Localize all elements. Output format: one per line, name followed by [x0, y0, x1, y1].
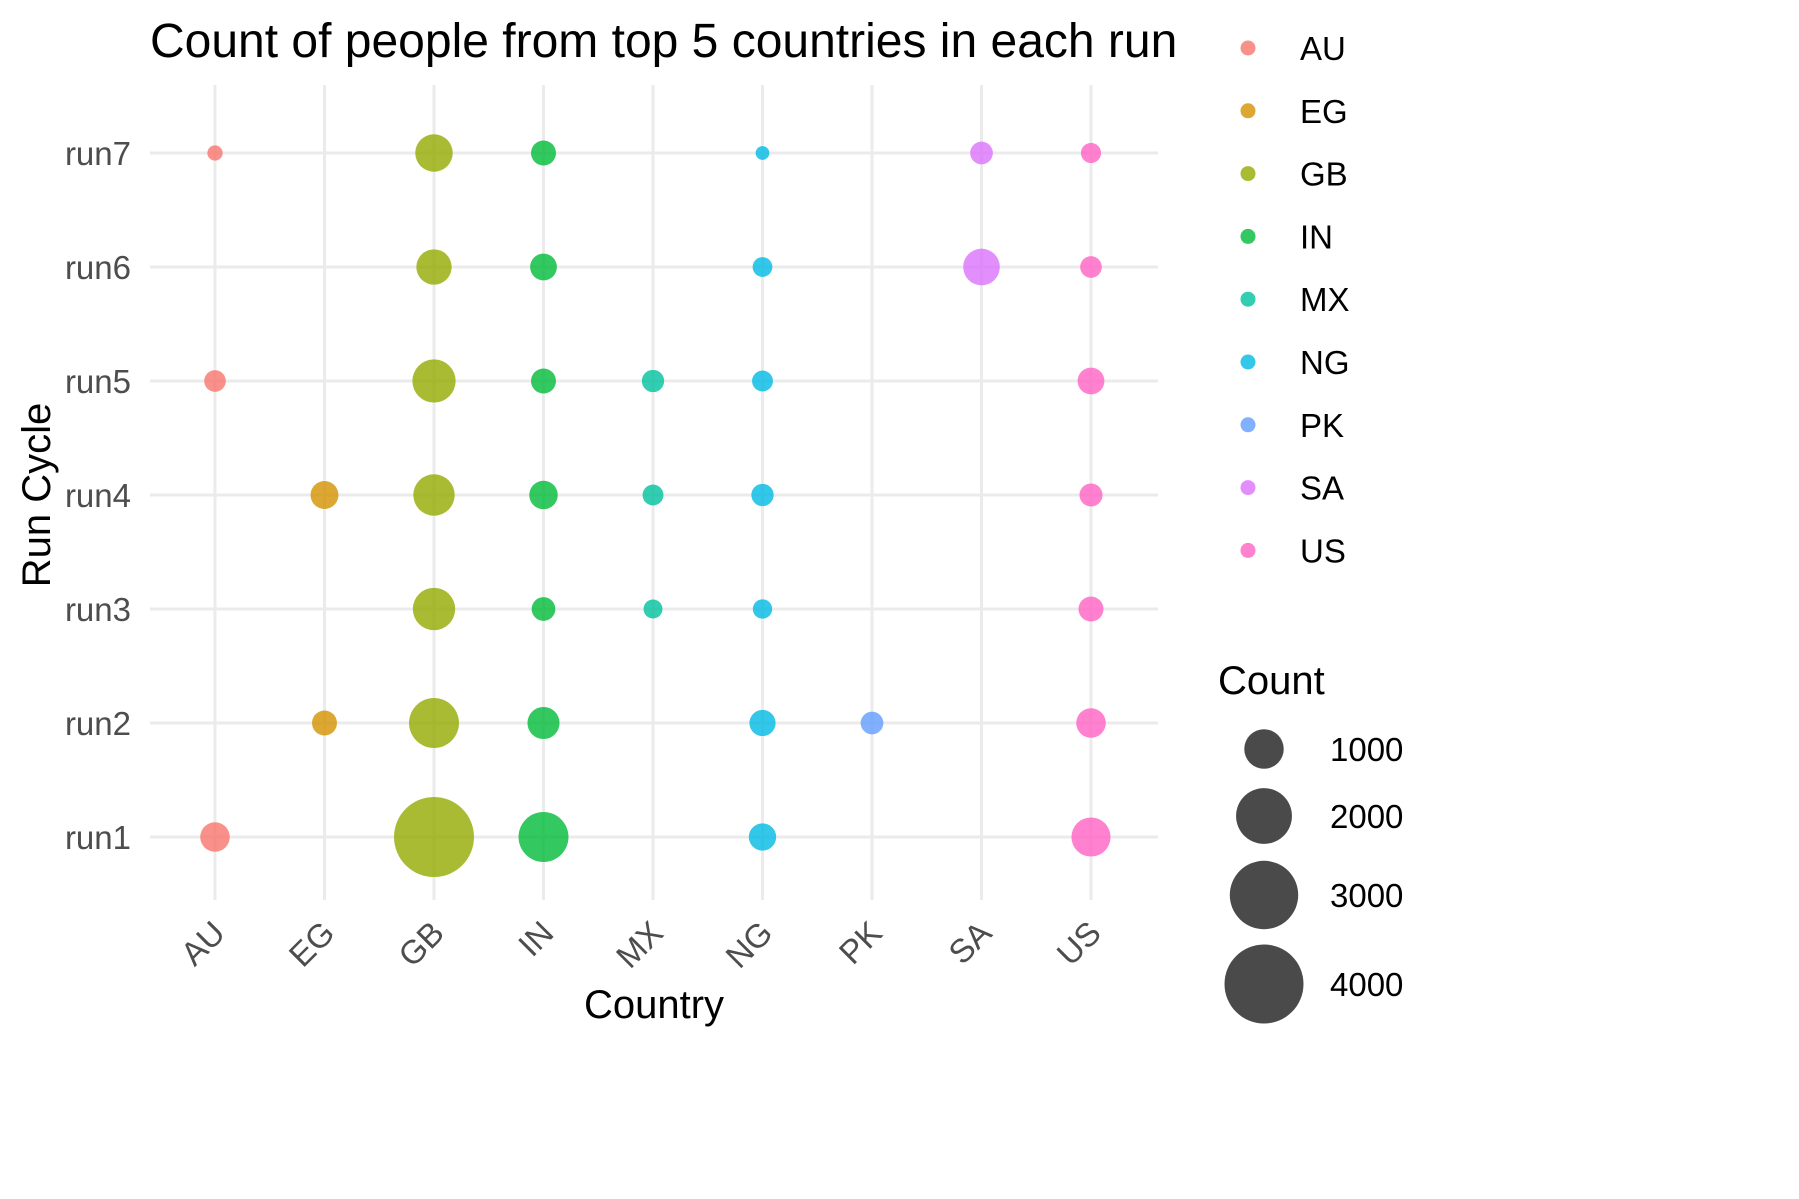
point-gb-run6 — [416, 249, 452, 285]
size-legend-label-4000: 4000 — [1330, 966, 1403, 1003]
point-au-run5 — [204, 370, 226, 392]
point-gb-run4 — [413, 474, 455, 516]
point-eg-run4 — [310, 481, 339, 509]
point-us-run4 — [1079, 483, 1103, 507]
legend-label-gb: GB — [1300, 156, 1348, 193]
point-us-run3 — [1078, 596, 1104, 622]
point-in-run2 — [527, 706, 560, 740]
x-tick-pk: PK — [832, 914, 889, 971]
x-tick-gb: GB — [391, 914, 451, 974]
color-legend: AU EG GB IN MX NG PK SA US — [1240, 30, 1350, 569]
y-tick-run4: run4 — [65, 477, 131, 514]
x-tick-mx: MX — [609, 914, 670, 975]
x-tick-us: US — [1049, 914, 1108, 973]
point-mx-run5 — [641, 369, 665, 393]
y-axis-title: Run Cycle — [15, 403, 59, 588]
point-gb-run2 — [409, 698, 459, 748]
point-in-run7 — [531, 140, 556, 166]
y-tick-run3: run3 — [65, 591, 131, 628]
legend-key-gb — [1240, 166, 1256, 182]
point-pk-run2 — [860, 711, 884, 735]
y-tick-run1: run1 — [65, 819, 131, 856]
point-us-run7 — [1080, 142, 1102, 164]
point-sa-run6 — [963, 248, 1000, 286]
point-ng-run3 — [752, 599, 773, 619]
legend-key-ng — [1240, 354, 1256, 370]
point-in-run4 — [529, 480, 558, 510]
y-tick-run5: run5 — [65, 363, 131, 400]
y-tick-run6: run6 — [65, 249, 131, 286]
data-points — [200, 134, 1111, 877]
point-mx-run3 — [643, 599, 663, 619]
legend-label-in: IN — [1300, 218, 1333, 255]
legend-label-sa: SA — [1300, 470, 1344, 507]
point-sa-run7 — [970, 141, 993, 165]
legend-key-au — [1240, 40, 1256, 56]
x-tick-au: AU — [173, 914, 232, 973]
point-us-run2 — [1076, 708, 1106, 738]
size-legend-label-2000: 2000 — [1330, 798, 1403, 835]
size-legend-label-1000: 1000 — [1330, 731, 1403, 768]
point-mx-run4 — [642, 484, 664, 506]
legend-label-us: US — [1300, 532, 1346, 569]
size-legend-key-2000 — [1236, 788, 1292, 844]
legend-label-au: AU — [1300, 30, 1346, 67]
point-ng-run7 — [755, 146, 770, 160]
point-in-run1 — [518, 812, 569, 862]
point-ng-run5 — [752, 370, 773, 392]
y-axis-ticks: run1 run2 run3 run4 run5 run6 run7 — [65, 135, 131, 856]
legend-key-sa — [1240, 480, 1256, 496]
point-us-run1 — [1071, 817, 1111, 857]
x-axis-ticks: AU EG GB IN MX NG PK SA US — [173, 914, 1108, 975]
point-eg-run2 — [312, 710, 337, 736]
size-legend-key-1000 — [1244, 729, 1284, 769]
legend-key-us — [1240, 542, 1256, 558]
point-gb-run1 — [394, 797, 474, 877]
point-in-run3 — [531, 597, 556, 621]
x-axis-title: Country — [584, 983, 724, 1027]
legend-label-pk: PK — [1300, 407, 1344, 444]
point-in-run5 — [531, 368, 556, 394]
size-legend-key-4000 — [1224, 944, 1304, 1024]
size-legend-label-3000: 3000 — [1330, 877, 1403, 914]
legend-key-eg — [1240, 103, 1256, 119]
legend-key-pk — [1240, 417, 1256, 433]
point-us-run6 — [1080, 256, 1102, 278]
point-gb-run5 — [412, 359, 456, 403]
point-gb-run3 — [412, 587, 456, 631]
legend-key-in — [1240, 228, 1256, 244]
size-legend: Count 1000 2000 3000 4000 — [1218, 659, 1403, 1024]
point-ng-run2 — [749, 709, 776, 737]
size-legend-title: Count — [1218, 659, 1325, 703]
legend-label-eg: EG — [1300, 93, 1348, 130]
point-us-run5 — [1077, 367, 1105, 395]
point-in-run6 — [530, 253, 557, 281]
y-tick-run7: run7 — [65, 135, 131, 172]
point-ng-run6 — [752, 257, 773, 277]
point-au-run1 — [200, 822, 230, 852]
legend-label-mx: MX — [1300, 281, 1350, 318]
size-legend-key-3000 — [1229, 860, 1299, 930]
x-tick-sa: SA — [941, 914, 998, 971]
point-ng-run4 — [751, 483, 774, 507]
point-gb-run7 — [415, 134, 453, 172]
point-ng-run1 — [748, 823, 777, 851]
point-au-run7 — [207, 145, 223, 161]
x-tick-ng: NG — [718, 914, 779, 975]
y-tick-run2: run2 — [65, 705, 131, 742]
chart-title: Count of people from top 5 countries in … — [150, 15, 1177, 68]
legend-label-ng: NG — [1300, 344, 1350, 381]
x-tick-eg: EG — [282, 914, 342, 974]
x-tick-in: IN — [511, 914, 560, 963]
legend-key-mx — [1240, 291, 1256, 307]
